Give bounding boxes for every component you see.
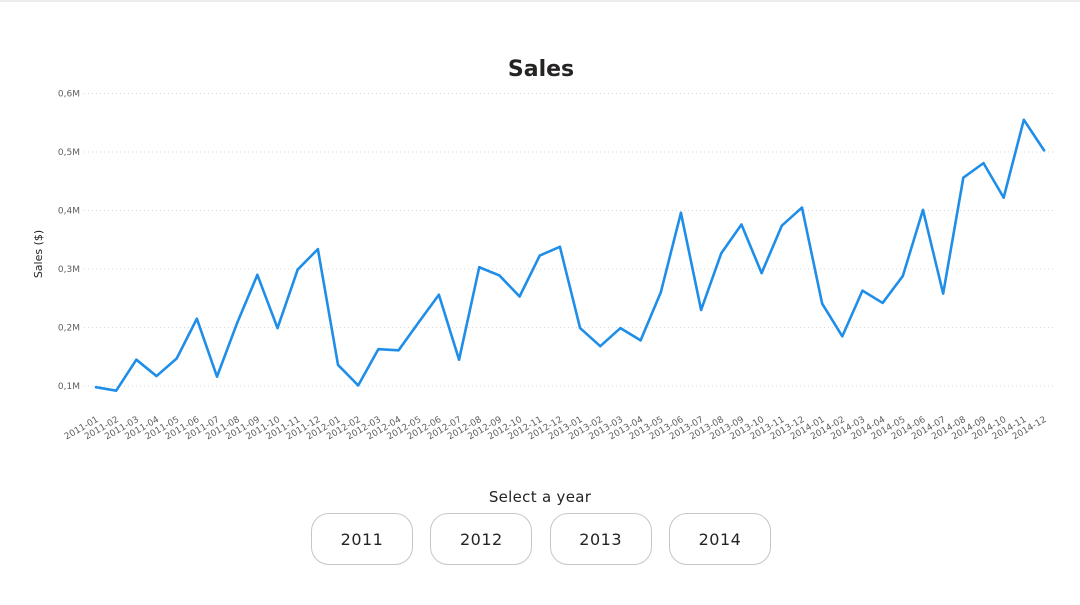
data-point (1042, 149, 1046, 152)
data-point (357, 384, 360, 387)
data-point (135, 358, 138, 361)
y-tick-label: 0,2M (58, 324, 80, 334)
data-point (558, 245, 562, 248)
data-point (94, 385, 98, 389)
year-button-2014[interactable]: 2014 (668, 513, 771, 565)
data-point (659, 291, 662, 294)
year-button-2012[interactable]: 2012 (430, 513, 533, 565)
x-axis-ticks: 2011-012011-022011-032011-042011-052011-… (63, 415, 1049, 443)
data-point (437, 293, 441, 296)
data-point (881, 301, 884, 305)
sales-line-chart: Sales 0,1M 0,2M 0,3M 0,4M 0,5M 0,6M Sales ($)… (32, 57, 1056, 443)
data-point (760, 271, 763, 275)
data-point (982, 161, 985, 165)
y-tick-label: 0,1M (58, 382, 80, 392)
data-point (720, 252, 723, 255)
y-tick-label: 0,4M (58, 207, 80, 217)
sales-series-line (94, 118, 1046, 392)
data-point (397, 349, 400, 352)
year-button-2011[interactable]: 2011 (311, 513, 413, 565)
data-point (599, 345, 602, 348)
data-points (94, 118, 1046, 392)
slicer-buttons: 2011 2012 2013 2014 (309, 513, 771, 565)
data-point (861, 289, 864, 292)
data-point (1002, 196, 1005, 199)
data-point (921, 208, 925, 212)
y-tick-label: 0,5M (58, 148, 80, 158)
data-point (316, 247, 320, 251)
data-point (215, 375, 219, 378)
year-button-2013[interactable]: 2013 (549, 513, 652, 565)
data-point (841, 335, 844, 338)
data-point (114, 389, 118, 392)
data-point (941, 292, 945, 295)
y-tick-label: 0,3M (58, 265, 80, 275)
data-point (740, 223, 743, 226)
data-point (639, 339, 642, 342)
data-point (619, 326, 622, 330)
data-point (962, 176, 965, 179)
data-point (296, 268, 299, 271)
data-point (498, 274, 501, 277)
data-point (820, 302, 824, 305)
y-axis-label: Sales ($) (32, 230, 45, 278)
data-point (901, 274, 905, 278)
data-point (377, 347, 380, 351)
y-axis-ticks: 0,1M 0,2M 0,3M 0,4M 0,5M 0,6M (58, 90, 80, 393)
data-point (276, 326, 279, 330)
top-border (0, 0, 1080, 2)
data-point (538, 254, 541, 257)
chart-title: Sales (508, 57, 574, 82)
data-point (235, 321, 239, 325)
data-point (256, 273, 259, 277)
data-point (780, 224, 783, 227)
data-point (518, 295, 521, 298)
y-tick-label: 0,6M (58, 90, 80, 100)
data-point (578, 326, 582, 330)
slicer-title: Select a year (488, 488, 592, 506)
data-point (155, 374, 158, 378)
year-slicer: Select a year 2011 2012 2013 2014 (300, 488, 780, 565)
data-point (679, 211, 683, 215)
data-point (699, 308, 703, 312)
data-point (417, 321, 420, 324)
data-point (175, 357, 178, 360)
data-point (457, 358, 461, 361)
data-point (1022, 118, 1026, 122)
data-point (195, 317, 199, 320)
data-point (478, 266, 481, 269)
data-point (800, 206, 804, 209)
data-point (336, 363, 340, 367)
